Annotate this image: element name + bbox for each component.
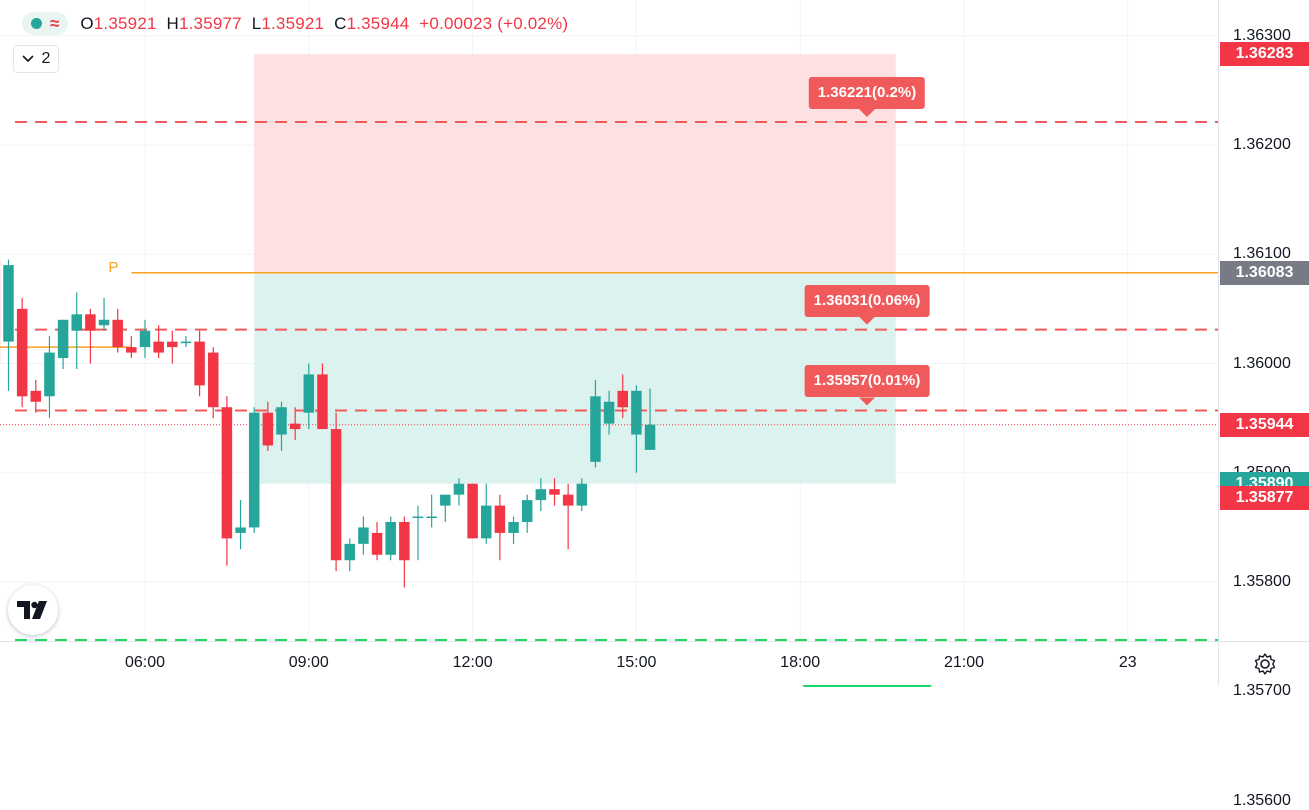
close-label: C [334,14,346,33]
price-axis-badge[interactable]: 1.35944 [1220,413,1309,437]
close-value: 1.35944 [347,14,410,33]
low-label: L [252,14,262,33]
approx-wave-icon: ≈ [50,15,59,32]
high-value: 1.35977 [179,14,242,33]
chart-pane[interactable]: P 1.36407(0.34%)1.36221(0.2%)1.36031(0.0… [0,0,1218,641]
time-tick-label: 09:00 [289,654,329,672]
time-tick-label: 21:00 [944,654,984,672]
chevron-down-icon [22,55,34,63]
price-tick-label: 1.35700 [1233,682,1291,700]
change-percent: (+0.02%) [497,14,568,33]
price-tick-label: 1.35800 [1233,573,1291,591]
tradingview-logo-icon [17,601,49,619]
level-price-label[interactable]: 1.36221(0.2%) [809,77,925,109]
time-tick-label: 23 [1119,654,1137,672]
ohlc-values: O1.35921 H1.35977 L1.35921 C1.35944 +0.0… [80,14,568,34]
price-tick-label: 1.35600 [1233,792,1291,810]
low-value: 1.35921 [261,14,324,33]
price-tick-label: 1.36000 [1233,355,1291,373]
time-tick-label: 18:00 [780,654,820,672]
price-axis-badge[interactable]: 1.36283 [1220,42,1309,66]
level-labels: 1.36407(0.34%)1.36221(0.2%)1.36031(0.06%… [0,0,1218,641]
price-tick-label: 1.36200 [1233,136,1291,154]
axis-corner [1218,641,1309,685]
time-tick-label: 12:00 [453,654,493,672]
time-axis[interactable]: 06:00 09:00 12:00 15:00 18:00 21:00 23 [0,641,1218,685]
price-axis[interactable]: 1.356001.357001.358001.359001.360001.361… [1218,0,1309,641]
ohlc-legend: ≈ O1.35921 H1.35977 L1.35921 C1.35944 +0… [22,12,568,35]
market-open-dot [31,18,42,29]
indicators-collapse-button[interactable]: 2 [13,45,59,73]
time-tick-label: 06:00 [125,654,165,672]
price-axis-badge[interactable]: 1.35877 [1220,486,1309,510]
gear-icon[interactable] [1253,652,1277,676]
tradingview-logo[interactable] [8,585,58,635]
price-axis-badge[interactable]: 1.36083 [1220,261,1309,285]
open-value: 1.35921 [94,14,157,33]
open-label: O [80,14,93,33]
level-price-label[interactable]: 1.35957(0.01%) [805,365,930,397]
time-tick-label: 15:00 [616,654,656,672]
status-pill[interactable]: ≈ [22,12,68,35]
change-value: +0.00023 [419,14,492,33]
level-price-label[interactable]: 1.36031(0.06%) [805,285,930,317]
high-label: H [167,14,179,33]
indicators-count: 2 [42,50,51,68]
